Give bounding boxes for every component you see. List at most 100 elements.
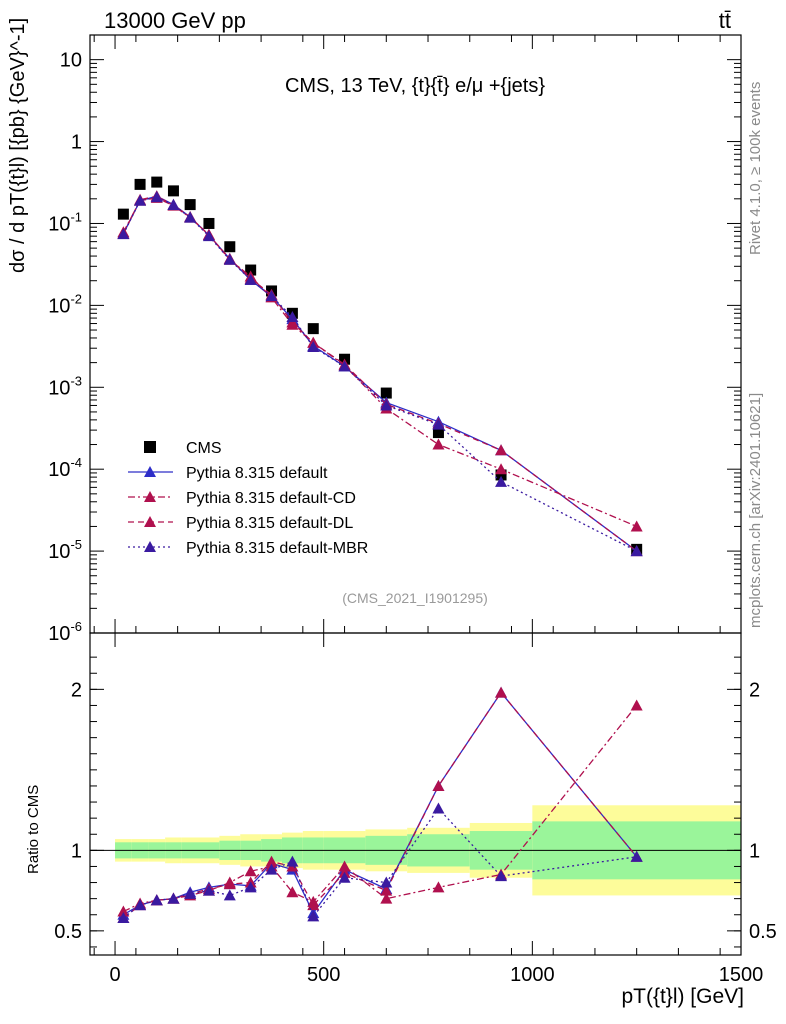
ratio-point (630, 699, 643, 711)
ratio-point (380, 892, 393, 904)
data-point (244, 273, 257, 285)
data-point (151, 176, 163, 188)
legend-marker (144, 541, 156, 552)
x-tick-label: 0 (109, 964, 120, 986)
header-right: tt̄ (719, 8, 731, 33)
ratio-point (630, 850, 643, 862)
data-point (307, 341, 320, 353)
ratio-point (134, 899, 147, 911)
ratio-point (286, 886, 299, 898)
data-point (495, 463, 508, 475)
ratio-point (338, 871, 351, 883)
ratio-point (432, 779, 445, 791)
ratio-point (244, 865, 257, 877)
ratio-y-tick-label: 1 (71, 840, 82, 862)
main-y-tick-label: 10-1 (48, 209, 82, 235)
mcplots-label: mcplots.cern.ch [arXiv:2401.10621] (747, 393, 764, 628)
data-point (223, 253, 236, 265)
data-point (432, 438, 445, 450)
data-point (630, 520, 643, 532)
data-point (202, 230, 215, 242)
x-tick-label: 500 (307, 964, 340, 986)
data-point (495, 469, 507, 481)
ratio-point (150, 894, 163, 906)
legend-label: Pythia 8.315 default (186, 465, 328, 482)
data-point (307, 323, 319, 335)
ratio-point (495, 870, 508, 882)
legend-entry: Pythia 8.315 default-DL (128, 515, 353, 532)
main-y-tick-label: 1 (71, 132, 82, 154)
rivet-version-label: Rivet 4.1.0, ≥ 100k events (747, 82, 764, 255)
data-point (380, 399, 393, 411)
ratio-line (123, 705, 638, 913)
data-point (265, 290, 278, 302)
ratio-y-axis-title: Ratio to CMS (25, 785, 42, 874)
data-point (134, 194, 147, 206)
main-y-axis: 10 1 10-1 10-2 10-3 10-4 10-5 10-6 (48, 50, 741, 645)
main-series-group (117, 176, 643, 557)
data-point (630, 545, 643, 557)
data-point (184, 211, 197, 223)
ratio-point (117, 905, 130, 917)
main-y-tick-label: 10 (60, 50, 82, 72)
ratio-series-group (117, 686, 643, 923)
x-tick-label: 1500 (719, 964, 764, 986)
ratio-point (223, 889, 236, 901)
data-point (495, 444, 508, 456)
main-y-tick-label: 10-2 (48, 291, 82, 317)
main-y-tick-label: 10-3 (48, 373, 82, 399)
ratio-point (167, 892, 180, 904)
legend-marker (144, 516, 156, 527)
data-point (134, 178, 146, 190)
ratio-y-tick-label-right: 2 (749, 679, 760, 701)
ratio-point (202, 884, 215, 896)
ratio-point (338, 860, 351, 872)
series-4 (117, 191, 643, 557)
ratio-y-axis: 0.5 0.5 1 1 2 2 (54, 656, 777, 948)
main-y-tick-label: 10-4 (48, 455, 82, 481)
data-point (338, 360, 351, 372)
x-tick-label: 1000 (510, 964, 555, 986)
legend-marker (144, 466, 156, 477)
ratio-panel-frame (89, 632, 742, 956)
ratio-y-tick-label: 0.5 (54, 921, 82, 943)
data-point (184, 199, 196, 211)
legend-label: Pythia 8.315 default-MBR (186, 540, 368, 557)
ratio-y-tick-label: 2 (71, 679, 82, 701)
legend: CMS Pythia 8.315 default Pythia 8.315 defa… (128, 440, 368, 557)
legend-entry: CMS (144, 440, 222, 457)
ratio-point (495, 686, 508, 698)
ratio-point (380, 876, 393, 888)
data-point (117, 228, 130, 240)
ratio-point (380, 884, 393, 896)
main-y-tick-label: 10-5 (48, 537, 82, 563)
ratio-point (307, 899, 320, 911)
ratio-series-3 (117, 802, 643, 923)
data-point (167, 199, 180, 211)
ratio-point (432, 881, 445, 893)
data-point (380, 387, 392, 399)
series-line (122, 195, 638, 552)
data-point (167, 185, 179, 197)
ratio-point (117, 911, 130, 923)
legend-label: CMS (186, 440, 222, 457)
ratio-point (265, 863, 278, 875)
data-point (117, 208, 129, 220)
ratio-line (122, 807, 637, 919)
data-point (432, 427, 444, 439)
ratio-point (432, 802, 445, 814)
ratio-uncertainty-bands (90, 805, 741, 896)
ratio-point (265, 855, 278, 867)
series-line (122, 196, 637, 552)
legend-entry: Pythia 8.315 default-CD (128, 490, 356, 507)
data-point (495, 475, 508, 487)
legend-entry: Pythia 8.315 default-MBR (128, 540, 368, 557)
legend-marker (144, 491, 156, 502)
ratio-y-tick-label-right: 0.5 (749, 921, 777, 943)
data-point (203, 217, 215, 229)
ratio-y-tick-label-right: 1 (749, 840, 760, 862)
data-point (224, 241, 236, 253)
x-axis-title: pT({t}l) [GeV] (621, 985, 744, 1008)
legend-label: Pythia 8.315 default-CD (186, 490, 356, 507)
